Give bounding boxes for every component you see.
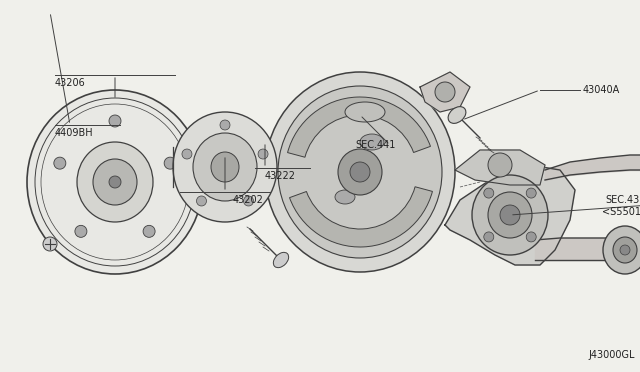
Ellipse shape bbox=[526, 188, 536, 198]
Ellipse shape bbox=[93, 159, 137, 205]
Ellipse shape bbox=[335, 190, 355, 204]
Ellipse shape bbox=[603, 226, 640, 274]
Ellipse shape bbox=[484, 232, 494, 242]
Ellipse shape bbox=[350, 162, 370, 182]
Ellipse shape bbox=[620, 245, 630, 255]
Text: 43202: 43202 bbox=[233, 195, 264, 205]
Ellipse shape bbox=[43, 237, 57, 251]
Ellipse shape bbox=[500, 205, 520, 225]
Text: SEC.441: SEC.441 bbox=[355, 140, 396, 150]
Ellipse shape bbox=[273, 252, 289, 267]
Text: SEC.431: SEC.431 bbox=[605, 195, 640, 205]
Ellipse shape bbox=[143, 225, 155, 237]
Ellipse shape bbox=[109, 115, 121, 127]
Ellipse shape bbox=[448, 107, 466, 124]
Ellipse shape bbox=[243, 196, 253, 206]
Ellipse shape bbox=[27, 90, 203, 274]
Ellipse shape bbox=[472, 175, 548, 255]
Ellipse shape bbox=[484, 188, 494, 198]
Ellipse shape bbox=[488, 192, 532, 238]
Ellipse shape bbox=[75, 225, 87, 237]
Text: <S5501A>: <S5501A> bbox=[602, 207, 640, 217]
Text: 43222: 43222 bbox=[265, 171, 296, 181]
Ellipse shape bbox=[338, 149, 382, 195]
Ellipse shape bbox=[182, 149, 192, 159]
Ellipse shape bbox=[278, 86, 442, 258]
Text: J43000GL: J43000GL bbox=[589, 350, 635, 360]
Polygon shape bbox=[445, 165, 575, 265]
Wedge shape bbox=[287, 97, 431, 157]
Ellipse shape bbox=[360, 134, 384, 150]
Ellipse shape bbox=[526, 232, 536, 242]
Ellipse shape bbox=[265, 72, 455, 272]
Ellipse shape bbox=[109, 176, 121, 188]
Ellipse shape bbox=[196, 196, 207, 206]
Ellipse shape bbox=[77, 142, 153, 222]
Ellipse shape bbox=[220, 120, 230, 130]
Ellipse shape bbox=[258, 149, 268, 159]
Ellipse shape bbox=[435, 82, 455, 102]
Polygon shape bbox=[455, 150, 545, 185]
Ellipse shape bbox=[345, 102, 385, 122]
Ellipse shape bbox=[173, 112, 277, 222]
Ellipse shape bbox=[488, 153, 512, 177]
Ellipse shape bbox=[193, 133, 257, 201]
Text: 43206: 43206 bbox=[55, 78, 86, 88]
Ellipse shape bbox=[613, 237, 637, 263]
Text: 4409BH: 4409BH bbox=[55, 128, 93, 138]
Text: 43040A: 43040A bbox=[583, 85, 620, 95]
Ellipse shape bbox=[164, 157, 176, 169]
Ellipse shape bbox=[54, 157, 66, 169]
Ellipse shape bbox=[211, 152, 239, 182]
Wedge shape bbox=[289, 187, 433, 247]
Polygon shape bbox=[420, 72, 470, 112]
